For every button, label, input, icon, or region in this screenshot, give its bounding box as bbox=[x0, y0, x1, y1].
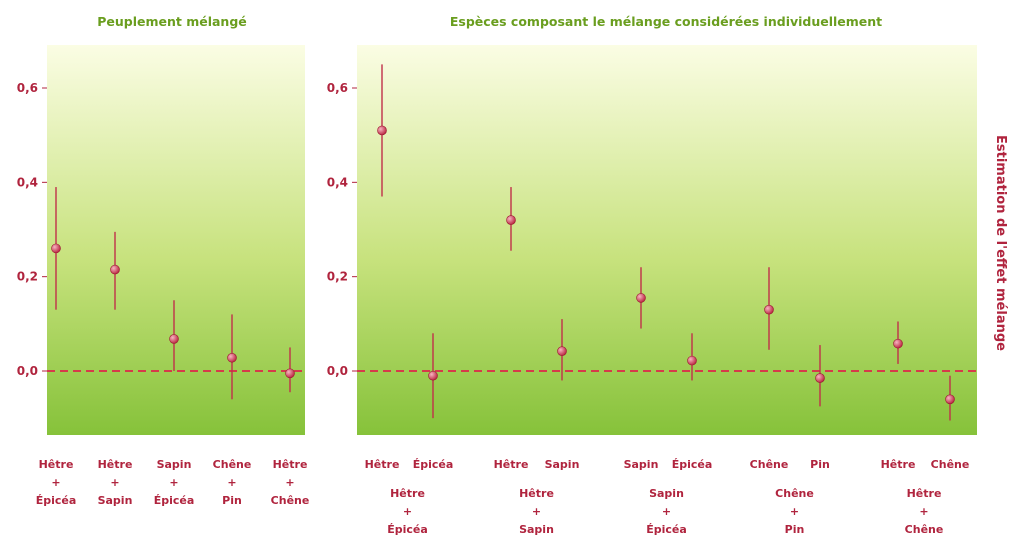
x-group-label: Hêtre bbox=[907, 487, 942, 500]
x-species-label: Pin bbox=[810, 458, 830, 471]
x-group-label: Hêtre bbox=[519, 487, 554, 500]
data-point bbox=[945, 394, 955, 405]
x-group-label: + bbox=[532, 505, 541, 518]
x-group-label: Sapin bbox=[649, 487, 684, 500]
x-category-label: + bbox=[110, 476, 119, 489]
x-group-label: + bbox=[662, 505, 671, 518]
data-point bbox=[169, 334, 179, 344]
x-species-label: Sapin bbox=[624, 458, 659, 471]
x-group-label: Épicéa bbox=[387, 523, 428, 536]
x-group-label: Hêtre bbox=[390, 487, 425, 500]
data-point bbox=[815, 373, 825, 383]
x-group-label: Chêne bbox=[905, 523, 944, 536]
x-category-label: + bbox=[285, 476, 294, 489]
x-group-label: Pin bbox=[785, 523, 805, 536]
data-point bbox=[893, 338, 903, 349]
data-point bbox=[428, 370, 438, 381]
data-point bbox=[687, 355, 697, 366]
y-tick-label: 0,6 bbox=[327, 81, 348, 95]
x-category-label: Chêne bbox=[213, 458, 252, 471]
x-group-label: + bbox=[403, 505, 412, 518]
right-panel bbox=[357, 45, 977, 435]
y-tick-label: 0,4 bbox=[17, 175, 38, 189]
y-tick-label: 0,4 bbox=[327, 175, 348, 189]
x-group-label: + bbox=[919, 505, 928, 518]
x-category-label: Sapin bbox=[157, 458, 192, 471]
data-point bbox=[636, 293, 646, 303]
data-point bbox=[51, 243, 61, 254]
data-point bbox=[506, 215, 516, 225]
x-category-label: Chêne bbox=[271, 494, 310, 507]
x-species-label: Hêtre bbox=[494, 458, 529, 471]
y-tick-label: 0,6 bbox=[17, 81, 38, 95]
x-species-label: Chêne bbox=[931, 458, 970, 471]
x-category-label: Épicéa bbox=[154, 494, 195, 507]
x-category-label: + bbox=[169, 476, 178, 489]
x-category-label: + bbox=[227, 476, 236, 489]
left-panel bbox=[47, 45, 305, 435]
data-point bbox=[285, 368, 295, 379]
x-category-label: Hêtre bbox=[98, 458, 133, 471]
data-point bbox=[764, 304, 774, 315]
x-category-label: Sapin bbox=[98, 494, 133, 507]
x-group-label: Chêne bbox=[775, 487, 814, 500]
y-tick-label: 0,0 bbox=[327, 364, 348, 378]
left-panel-title: Peuplement mélangé bbox=[97, 14, 247, 29]
x-category-label: Épicéa bbox=[36, 494, 77, 507]
x-species-label: Épicéa bbox=[413, 458, 454, 471]
y-axis-label: Estimation de l'effet mélange bbox=[993, 135, 1008, 351]
x-group-label: Sapin bbox=[519, 523, 554, 536]
y-tick-label: 0,2 bbox=[327, 270, 348, 284]
right-panel-title: Espèces composant le mélange considérées… bbox=[450, 14, 882, 29]
data-point bbox=[227, 352, 237, 363]
x-species-label: Épicéa bbox=[672, 458, 713, 471]
y-tick-label: 0,0 bbox=[17, 364, 38, 378]
x-category-label: + bbox=[51, 476, 60, 489]
x-category-label: Hêtre bbox=[39, 458, 74, 471]
y-tick-label: 0,2 bbox=[17, 270, 38, 284]
x-species-label: Hêtre bbox=[365, 458, 400, 471]
x-category-label: Pin bbox=[222, 494, 242, 507]
data-point bbox=[110, 264, 120, 275]
x-group-label: Épicéa bbox=[646, 523, 687, 536]
x-species-label: Chêne bbox=[750, 458, 789, 471]
data-point bbox=[377, 125, 387, 136]
data-point bbox=[557, 346, 567, 356]
x-category-label: Hêtre bbox=[273, 458, 308, 471]
x-species-label: Sapin bbox=[545, 458, 580, 471]
x-group-label: + bbox=[790, 505, 799, 518]
x-species-label: Hêtre bbox=[881, 458, 916, 471]
